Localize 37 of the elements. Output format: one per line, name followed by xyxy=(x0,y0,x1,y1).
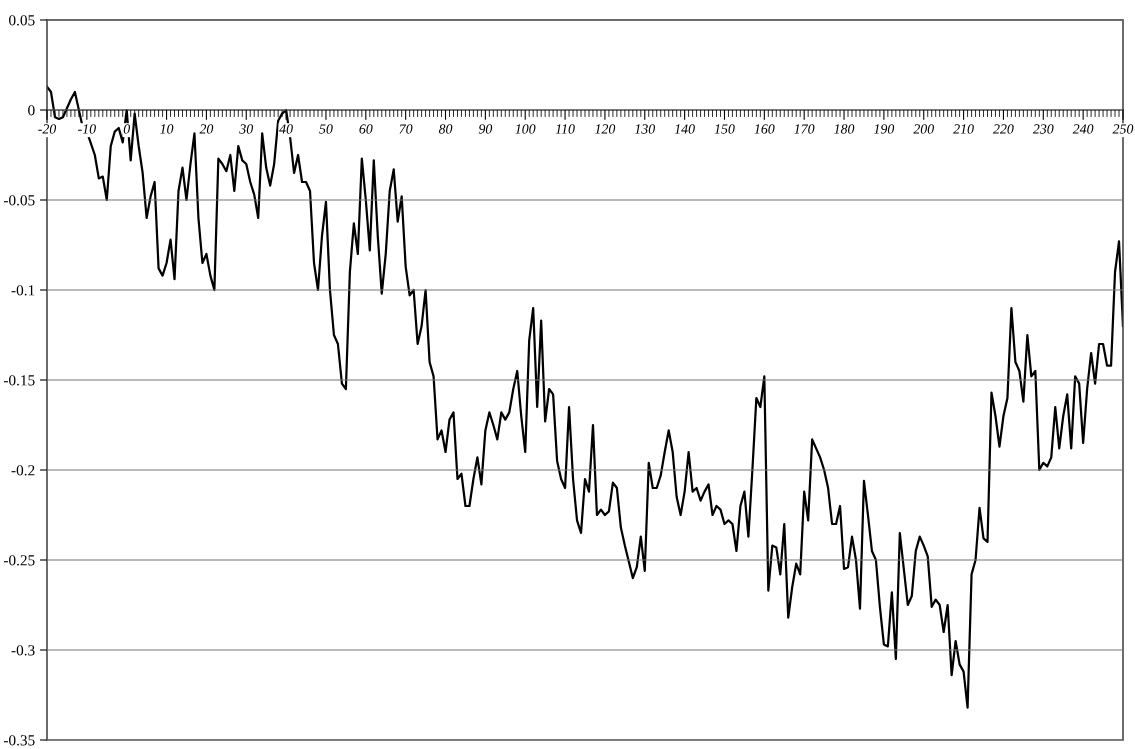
x-tick-label: 90 xyxy=(478,124,493,134)
y-tick-label: -0.05 xyxy=(3,195,35,206)
x-tick-label: 150 xyxy=(714,124,735,134)
x-tick-label: 200 xyxy=(913,124,934,134)
x-tick-label: -20 xyxy=(38,124,57,134)
x-tick-label: 160 xyxy=(754,124,775,134)
y-tick-label: -0.35 xyxy=(3,735,35,746)
x-tick-label: 210 xyxy=(953,124,974,134)
x-tick-label: 110 xyxy=(555,124,575,134)
x-tick-label: 140 xyxy=(674,124,695,134)
x-tick-label: 40 xyxy=(279,124,293,134)
x-tick-label: 250 xyxy=(1112,124,1134,134)
x-tick-label: 230 xyxy=(1032,124,1054,134)
y-tick-label: -0.3 xyxy=(11,645,35,656)
y-tick-label: 0.05 xyxy=(9,15,35,26)
x-tick-label: 50 xyxy=(319,124,333,134)
x-tick-label: 180 xyxy=(834,124,855,134)
x-tick-label: 120 xyxy=(595,124,616,134)
x-tick-label: 60 xyxy=(359,124,373,134)
x-tick-label: 0 xyxy=(123,124,130,134)
x-tick-label: 30 xyxy=(239,124,254,134)
x-tick-label: 100 xyxy=(515,124,536,134)
x-tick-label: 240 xyxy=(1072,124,1094,134)
y-tick-label: -0.25 xyxy=(3,555,35,566)
x-tick-label: 10 xyxy=(160,124,174,134)
x-tick-label: 70 xyxy=(399,124,413,134)
x-tick-label: 130 xyxy=(634,124,656,134)
y-tick-label: 0 xyxy=(28,105,35,116)
x-tick-label: 20 xyxy=(199,124,214,134)
y-tick-label: -0.1 xyxy=(11,285,35,296)
x-tick-label: -10 xyxy=(78,124,96,134)
y-tick-label: -0.15 xyxy=(3,375,35,386)
x-tick-label: 170 xyxy=(794,124,815,134)
y-tick-label: -0.2 xyxy=(11,465,35,476)
x-tick-label: 220 xyxy=(993,124,1014,134)
x-tick-label: 80 xyxy=(438,124,453,134)
x-tick-label: 190 xyxy=(873,124,895,134)
